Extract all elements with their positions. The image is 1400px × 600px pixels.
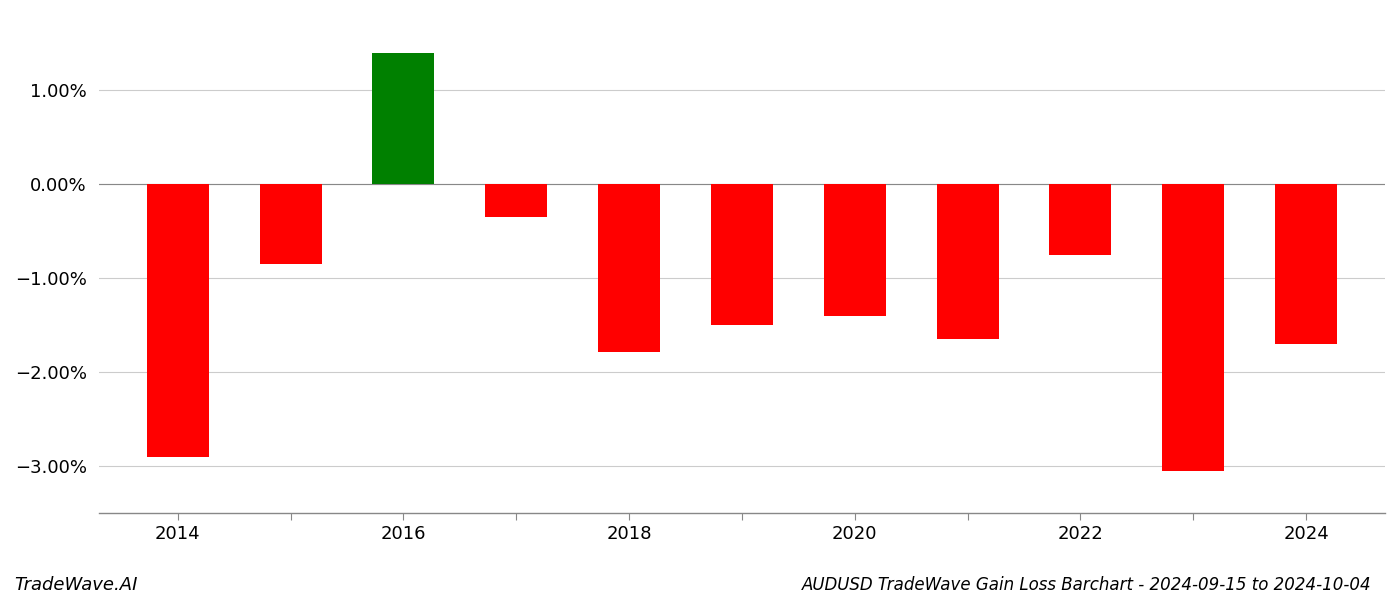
Bar [259,184,322,264]
Bar [598,184,661,352]
Bar [1050,184,1112,254]
Bar [486,184,547,217]
Text: TradeWave.AI: TradeWave.AI [14,576,137,594]
Bar [372,53,434,184]
Bar [1162,184,1224,471]
Bar [147,184,209,457]
Bar [1275,184,1337,344]
Text: AUDUSD TradeWave Gain Loss Barchart - 2024-09-15 to 2024-10-04: AUDUSD TradeWave Gain Loss Barchart - 20… [802,576,1372,594]
Bar [711,184,773,325]
Bar [937,184,998,339]
Bar [823,184,886,316]
